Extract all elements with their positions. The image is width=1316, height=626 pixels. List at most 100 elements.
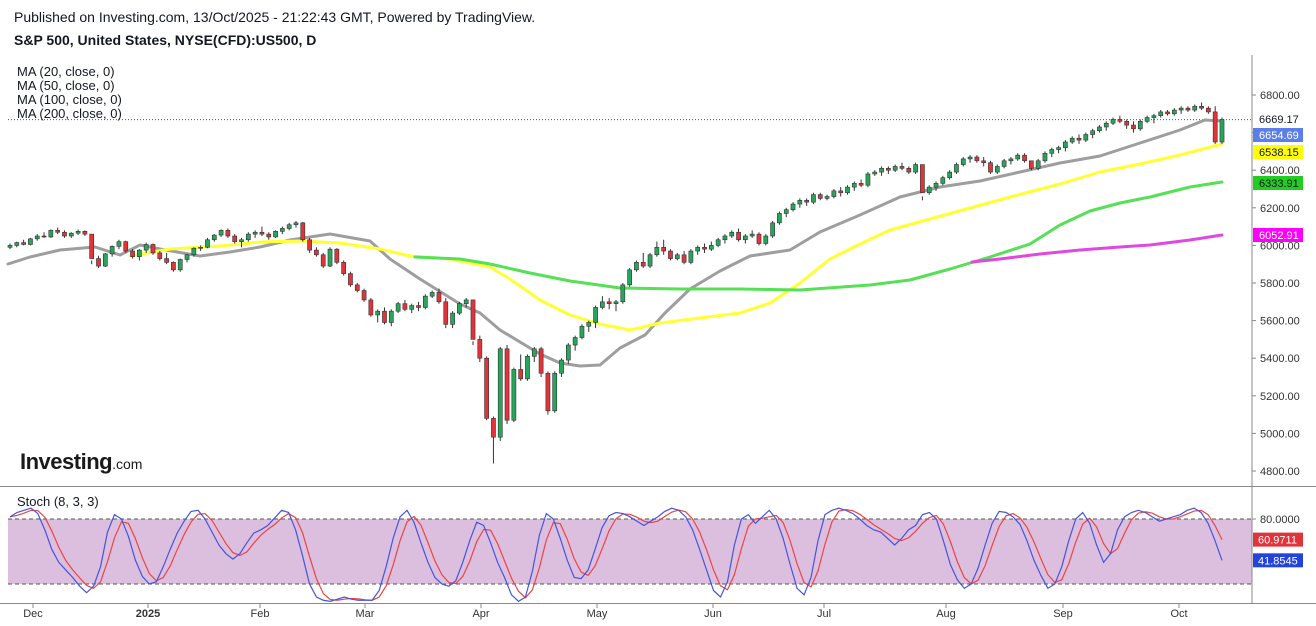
candle (443, 298, 449, 329)
candle-body (327, 248, 333, 267)
candle (497, 346, 503, 441)
candle (1076, 134, 1082, 144)
candle-body (906, 168, 912, 173)
candle (688, 249, 694, 265)
candle-body (722, 235, 728, 241)
stoch-badge-text: 60.9711 (1258, 535, 1297, 547)
stoch-tick-label: 80.0000 (1260, 514, 1300, 526)
candle (1090, 128, 1095, 139)
candle (348, 271, 353, 287)
candle-body (640, 262, 646, 267)
candle (579, 324, 585, 340)
x-tick-label: 2025 (136, 608, 160, 620)
stoch-legend[interactable]: Stoch (8, 3, 3) (17, 494, 99, 509)
candle (388, 309, 394, 327)
candle-body (702, 246, 707, 250)
candle-body (920, 164, 925, 194)
candle (239, 237, 244, 248)
candle-body (790, 203, 796, 210)
y-tick-label: 6400.00 (1260, 165, 1300, 177)
candle (1015, 153, 1021, 161)
candle-body (82, 231, 88, 235)
candle (702, 243, 707, 253)
candle-body (245, 233, 251, 241)
candle-body (382, 310, 387, 323)
candle-body (886, 168, 891, 171)
ma50-legend[interactable]: MA (50, close, 0) (17, 78, 115, 93)
candle (811, 192, 816, 205)
ma20-legend[interactable]: MA (20, close, 0) (17, 64, 115, 79)
candle-body (600, 301, 605, 308)
candle (280, 226, 285, 235)
candle-body (1076, 137, 1082, 141)
candle (518, 354, 524, 381)
candle (171, 261, 176, 272)
candle (484, 356, 489, 421)
candle-body (266, 233, 272, 238)
candle (525, 354, 530, 381)
candle-body (164, 258, 169, 263)
candle (661, 239, 667, 255)
candle-body (606, 301, 612, 304)
candle (872, 170, 878, 176)
candle-body (797, 199, 803, 205)
candle (137, 249, 142, 261)
candle-body (1124, 121, 1130, 126)
candle-body (1199, 105, 1204, 109)
candle (157, 251, 163, 261)
candle-body (1015, 154, 1021, 160)
candle-body (913, 164, 918, 173)
x-tick-label: May (587, 608, 608, 620)
candle (1103, 121, 1109, 131)
candle (606, 298, 612, 310)
candle (804, 198, 809, 206)
candle-body (1219, 119, 1225, 143)
candle-body (1001, 160, 1007, 167)
candle-body (55, 230, 61, 233)
price-badge-bg (1253, 112, 1303, 126)
candle-body (116, 241, 122, 247)
ma100-legend[interactable]: MA (100, close, 0) (17, 92, 122, 107)
candle (1029, 160, 1034, 171)
candle-body (1049, 149, 1055, 154)
candle-body (749, 233, 755, 237)
candle (89, 233, 95, 265)
candle (940, 175, 946, 186)
candle (416, 301, 421, 312)
candle (715, 237, 721, 248)
candle (933, 181, 939, 191)
candle-body (293, 222, 299, 226)
candle (620, 283, 626, 304)
candle-body (1035, 160, 1041, 169)
candle-body (41, 235, 47, 238)
candle-body (851, 183, 857, 188)
candle-body (1022, 154, 1027, 162)
candle-body (143, 244, 149, 251)
candle-body (68, 232, 74, 237)
candle-body (1083, 134, 1089, 141)
candle-body (538, 348, 544, 374)
stoch-badge: 41.8545 (1253, 553, 1303, 568)
candle (1083, 132, 1089, 142)
y-tick-label: 4800.00 (1260, 466, 1300, 478)
candle-body (654, 246, 660, 256)
candle (668, 249, 673, 261)
candle-body (804, 199, 809, 203)
ma200-legend[interactable]: MA (200, close, 0) (17, 106, 122, 121)
candle (1144, 115, 1150, 124)
publish-info: Published on Investing.com, 13/Oct/2025 … (14, 9, 536, 25)
candle-body (232, 235, 238, 242)
candle (1063, 140, 1068, 152)
stoch-k-line (9, 507, 1223, 603)
candle-body (1212, 111, 1218, 143)
candle (1049, 147, 1055, 158)
candle-body (457, 303, 462, 314)
candle-body (695, 246, 701, 252)
candle-body (1110, 119, 1116, 124)
candle-body (348, 273, 353, 286)
candle-body (150, 244, 156, 254)
candle-body (7, 245, 13, 248)
candle (375, 309, 381, 323)
candle-body (947, 171, 952, 179)
